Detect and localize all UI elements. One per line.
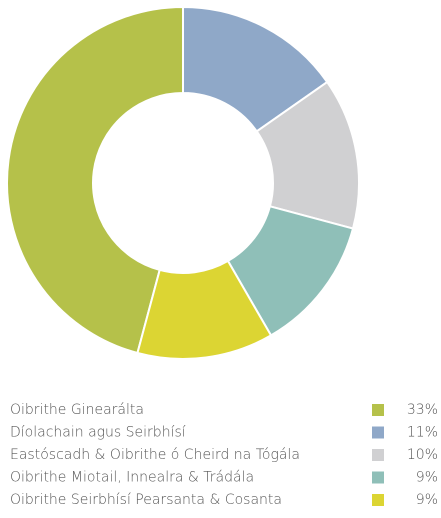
- legend-swatch: [372, 471, 384, 484]
- legend-swatch: [372, 426, 384, 439]
- legend-label: Oibrithe Miotail, Innealra & Trádála: [10, 470, 254, 486]
- legend-swatch: [372, 449, 384, 461]
- legend-value: 10%: [407, 447, 438, 463]
- donut-slice: [6, 5, 184, 355]
- legend-swatch: [372, 494, 384, 506]
- legend-label: Eastóscadh & Oibrithe ó Cheird na Tógála: [10, 447, 300, 463]
- legend-value: 9%: [416, 470, 438, 486]
- legend-value: 9%: [416, 492, 438, 508]
- legend-label: Oibrithe Ginearálta: [10, 402, 144, 418]
- legend-swatch: [372, 404, 384, 416]
- donut-slice: [182, 5, 329, 133]
- legend-value: 33%: [407, 402, 438, 418]
- legend-label: Díolachain agus Seirbhísí: [10, 425, 186, 441]
- legend-label: Oibrithe Seirbhísí Pearsanta & Cosanta: [10, 492, 282, 508]
- donut-slice: [136, 259, 273, 360]
- legend-value: 11%: [407, 425, 438, 441]
